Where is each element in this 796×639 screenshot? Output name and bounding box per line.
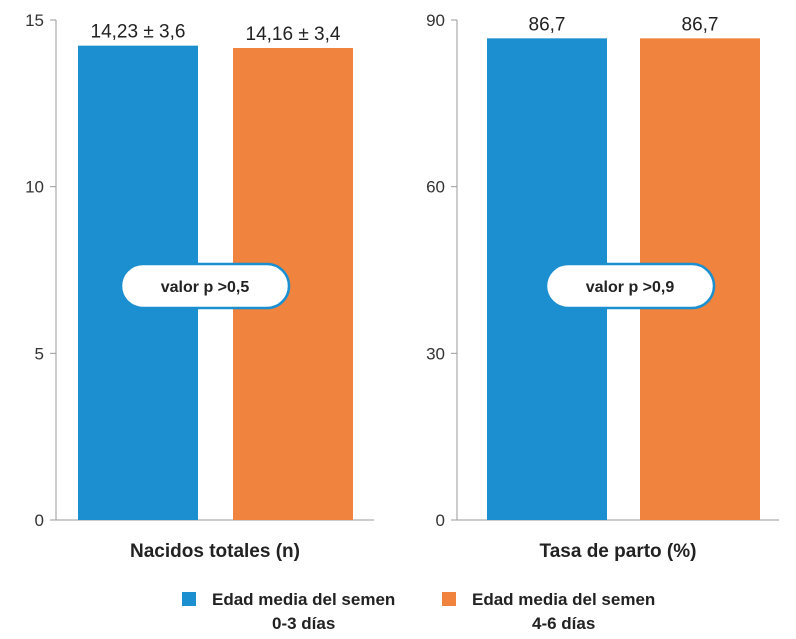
legend-label-0-3-line1: Edad media del semen [212, 590, 396, 609]
legend-item-0-3: Edad media del semen 0-3 días [182, 588, 395, 636]
pvalue-label: valor p >0,9 [586, 279, 675, 296]
bar-value-label: 86,7 [682, 14, 719, 35]
y-tick-label: 0 [35, 511, 44, 530]
legend-label-4-6-line1: Edad media del semen [472, 590, 656, 609]
x-axis-label: Tasa de parto (%) [540, 541, 697, 562]
legend-label-4-6: Edad media del semen 4-6 días [472, 588, 655, 636]
bar-value-label: 14,23 ± 3,6 [91, 22, 186, 43]
legend-label-0-3-line2: 0-3 días [271, 614, 336, 633]
y-tick-label: 90 [426, 11, 445, 30]
y-tick-label: 60 [426, 178, 445, 197]
legend-swatch-blue [182, 592, 196, 606]
legend: Edad media del semen 0-3 días Edad media… [0, 588, 796, 638]
bar-value-label: 14,16 ± 3,4 [246, 24, 341, 45]
legend-swatch-orange [442, 592, 456, 606]
bar-value-label: 86,7 [529, 14, 566, 35]
y-tick-label: 15 [25, 11, 44, 30]
pvalue-pill [544, 262, 716, 310]
y-tick-label: 0 [436, 511, 445, 530]
pvalue-label: valor p >0,5 [161, 279, 250, 296]
y-tick-label: 5 [35, 344, 44, 363]
pvalue-pill [119, 262, 291, 310]
legend-label-0-3: Edad media del semen 0-3 días [212, 588, 395, 636]
legend-item-4-6: Edad media del semen 4-6 días [442, 588, 655, 636]
y-tick-label: 30 [426, 344, 445, 363]
legend-label-4-6-line2: 4-6 días [531, 614, 596, 633]
x-axis-label: Nacidos totales (n) [130, 541, 300, 562]
y-tick-label: 10 [25, 178, 44, 197]
charts-canvas: 0 5 10 15 14,23 ± 3,6 14,16 ± 3,4 Nacidos tota… [25, 11, 779, 562]
